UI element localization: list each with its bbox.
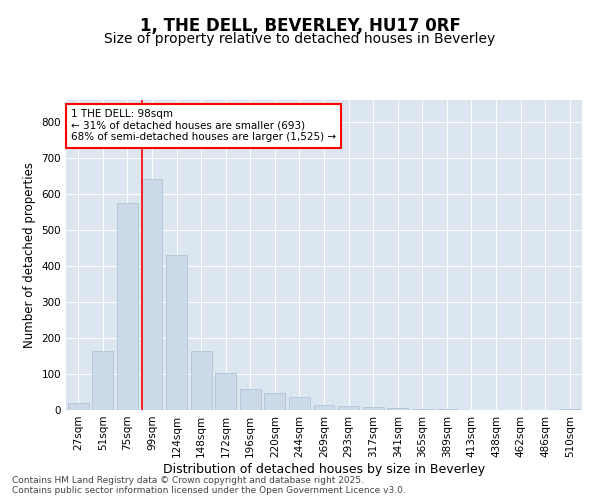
Text: Size of property relative to detached houses in Beverley: Size of property relative to detached ho… xyxy=(104,32,496,46)
Bar xyxy=(215,373,236,410)
X-axis label: Distribution of detached houses by size in Beverley: Distribution of detached houses by size … xyxy=(163,462,485,475)
Bar xyxy=(412,408,433,410)
Bar xyxy=(166,255,187,410)
Bar xyxy=(142,180,163,410)
Bar xyxy=(387,408,408,410)
Bar xyxy=(265,394,286,410)
Text: Contains HM Land Registry data © Crown copyright and database right 2025.
Contai: Contains HM Land Registry data © Crown c… xyxy=(12,476,406,495)
Bar xyxy=(362,407,383,410)
Bar xyxy=(240,390,261,410)
Bar xyxy=(117,202,138,410)
Bar xyxy=(436,409,457,410)
Text: 1, THE DELL, BEVERLEY, HU17 0RF: 1, THE DELL, BEVERLEY, HU17 0RF xyxy=(140,18,460,36)
Bar xyxy=(68,403,89,410)
Bar xyxy=(191,350,212,410)
Bar xyxy=(289,398,310,410)
Bar xyxy=(314,404,334,410)
Bar xyxy=(92,350,113,410)
Y-axis label: Number of detached properties: Number of detached properties xyxy=(23,162,36,348)
Bar xyxy=(338,406,359,410)
Text: 1 THE DELL: 98sqm
← 31% of detached houses are smaller (693)
68% of semi-detache: 1 THE DELL: 98sqm ← 31% of detached hous… xyxy=(71,110,336,142)
